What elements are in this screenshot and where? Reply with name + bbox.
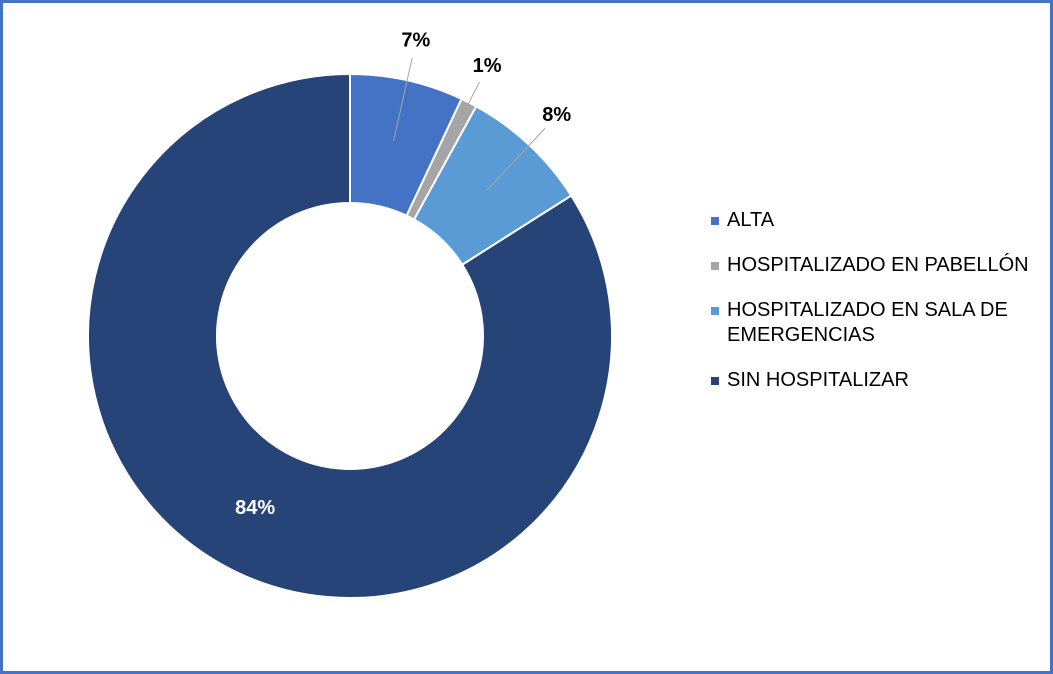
legend: ALTA HOSPITALIZADO EN PABELLÓN HOSPITALIZA… — [711, 208, 1031, 393]
data-label: 8% — [542, 104, 571, 126]
legend-label: SIN HOSPITALIZAR — [727, 369, 909, 391]
legend-label: ALTA — [727, 209, 775, 231]
data-label: 84% — [235, 497, 275, 519]
leader-line — [393, 57, 413, 141]
legend-swatch — [711, 262, 719, 270]
plot: 7% 1% 8% 84% — [87, 30, 613, 599]
legend-swatch — [711, 217, 719, 225]
legend-item: SIN HOSPITALIZAR — [711, 368, 1031, 393]
legend-item: ALTA — [711, 208, 1031, 233]
legend-swatch — [711, 377, 719, 385]
leader-line — [440, 81, 480, 159]
leader-line — [486, 127, 546, 191]
legend-swatch — [711, 307, 719, 315]
legend-label: HOSPITALIZADO EN SALA DE EMERGENCIAS — [727, 299, 1008, 346]
data-label: 7% — [401, 30, 430, 52]
legend-item: HOSPITALIZADO EN PABELLÓN — [711, 253, 1031, 278]
legend-item: HOSPITALIZADO EN SALA DE EMERGENCIAS — [711, 298, 1031, 348]
legend-label: HOSPITALIZADO EN PABELLÓN — [727, 254, 1029, 276]
slice — [87, 72, 613, 599]
data-label: 1% — [473, 55, 502, 77]
